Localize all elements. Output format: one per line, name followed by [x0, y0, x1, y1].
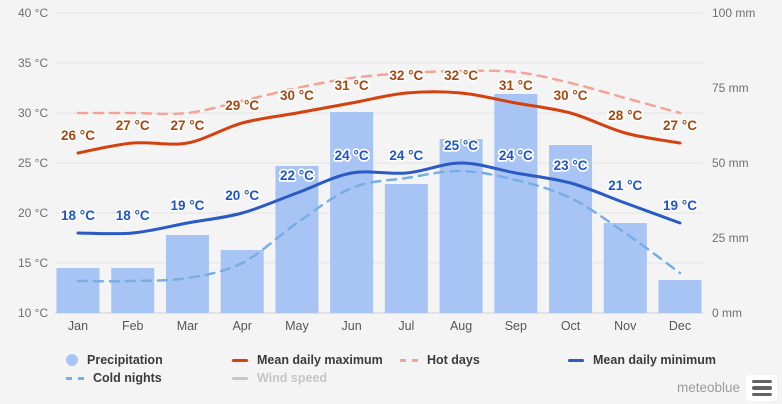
mean-daily-maximum-label: 28 °C: [608, 108, 642, 123]
precipitation-bar: [439, 139, 483, 313]
precipitation-bar: [494, 94, 538, 313]
mean-daily-minimum-line: [76, 161, 682, 236]
legend-item-cold-nights[interactable]: Cold nights: [66, 370, 162, 386]
max-line-swatch-icon: [232, 358, 248, 362]
legend-item-mean-daily-maximum[interactable]: Mean daily maximum: [232, 352, 383, 368]
mean-daily-minimum-label: 21 °C: [608, 178, 642, 193]
mean-daily-minimum-label: 24 °C: [335, 148, 369, 163]
precipitation-bar: [549, 145, 593, 313]
left-axis-tick: 15 °C: [18, 256, 48, 270]
month-label: Jun: [342, 319, 362, 333]
month-label: Feb: [122, 319, 144, 333]
precipitation-bar: [330, 112, 374, 313]
precipitation-bar: [658, 280, 702, 313]
month-label: Oct: [561, 319, 581, 333]
month-label: Jul: [398, 319, 414, 333]
hamburger-bar: [751, 386, 772, 390]
mean-daily-minimum-label: 25 °C: [444, 138, 478, 153]
wind-speed-swatch-icon: [232, 376, 248, 380]
mean-daily-maximum-label: 31 °C: [499, 78, 533, 93]
legend-item-hot-days[interactable]: Hot days: [400, 352, 480, 368]
precipitation-bar: [56, 268, 100, 313]
mean-daily-minimum-label: 24 °C: [499, 148, 533, 163]
legend-label: Hot days: [427, 353, 480, 367]
mean-daily-minimum-label: 18 °C: [116, 208, 150, 223]
mean-daily-minimum-label: 19 °C: [170, 198, 204, 213]
meteoblue-logo[interactable]: meteoblue: [676, 380, 740, 395]
right-axis-tick: 50 mm: [712, 156, 749, 170]
mean-daily-maximum-line: [76, 90, 682, 155]
legend-item-wind-speed[interactable]: Wind speed: [232, 370, 327, 386]
cold-nights-line: [76, 169, 682, 283]
right-axis-tick: 75 mm: [712, 81, 749, 95]
left-axis-tick: 25 °C: [18, 156, 48, 170]
min-line-swatch-icon: [568, 358, 584, 362]
legend-label: Mean daily minimum: [593, 353, 716, 367]
right-axis-tick: 100 mm: [712, 6, 755, 20]
chart-legend: Precipitation Mean daily maximum Hot day…: [0, 340, 782, 404]
mean-daily-maximum-label: 26 °C: [61, 128, 95, 143]
precipitation-bar: [165, 235, 209, 313]
mean-daily-maximum-label: 32 °C: [444, 68, 478, 83]
month-label: Mar: [177, 319, 199, 333]
mean-daily-maximum-label: 27 °C: [170, 118, 204, 133]
mean-daily-maximum-label: 27 °C: [663, 118, 697, 133]
mean-daily-minimum-label: 23 °C: [554, 158, 588, 173]
month-label: Sep: [505, 319, 527, 333]
month-label: May: [285, 319, 309, 333]
mean-daily-minimum-label: 24 °C: [389, 148, 423, 163]
mean-daily-minimum-label: 22 °C: [280, 168, 314, 183]
hamburger-bar: [751, 379, 772, 384]
mean-daily-minimum-label: 18 °C: [61, 208, 95, 223]
precipitation-swatch-icon: [66, 354, 78, 366]
month-label: Aug: [450, 319, 472, 333]
mean-daily-maximum-label: 31 °C: [335, 78, 369, 93]
legend-label: Precipitation: [87, 353, 163, 367]
cold-nights-swatch-icon: [66, 376, 84, 380]
left-axis-tick: 10 °C: [18, 306, 48, 320]
precipitation-bar: [220, 250, 264, 313]
climate-chart-svg: 40 °C 35 °C 30 °C 25 °C 20 °C 15 °C 10 °C 100 m…: [18, 6, 755, 333]
legend-label: Mean daily maximum: [257, 353, 383, 367]
precipitation-bar: [275, 166, 319, 313]
precipitation-bar: [111, 268, 155, 313]
right-axis-tick: 0 mm: [712, 306, 742, 320]
mean-daily-maximum-label: 27 °C: [116, 118, 150, 133]
legend-label: Cold nights: [93, 371, 162, 385]
hot-days-line: [76, 69, 682, 116]
climate-chart: 40 °C 35 °C 30 °C 25 °C 20 °C 15 °C 10 °C 100 m…: [18, 6, 755, 333]
mean-daily-maximum-label: 29 °C: [225, 98, 259, 113]
legend-item-precipitation[interactable]: Precipitation: [66, 352, 163, 368]
mean-daily-minimum-label: 19 °C: [663, 198, 697, 213]
left-axis-tick: 40 °C: [18, 6, 48, 20]
mean-daily-minimum-label: 20 °C: [225, 188, 259, 203]
hot-days-swatch-icon: [400, 358, 418, 362]
left-axis-tick: 20 °C: [18, 206, 48, 220]
month-label: Dec: [669, 319, 691, 333]
month-label: Nov: [614, 319, 637, 333]
month-label: Apr: [232, 319, 251, 333]
mean-daily-maximum-label: 30 °C: [554, 88, 588, 103]
legend-label: Wind speed: [257, 371, 328, 385]
legend-item-mean-daily-minimum[interactable]: Mean daily minimum: [568, 352, 716, 368]
hamburger-menu-icon[interactable]: [746, 375, 777, 401]
mean-daily-maximum-label: 30 °C: [280, 88, 314, 103]
left-axis-tick: 30 °C: [18, 106, 48, 120]
left-axis-tick: 35 °C: [18, 56, 48, 70]
right-axis-tick: 25 mm: [712, 231, 749, 245]
precipitation-bar: [384, 184, 428, 313]
precipitation-bar: [603, 223, 647, 313]
mean-daily-maximum-label: 32 °C: [389, 68, 423, 83]
month-label: Jan: [68, 319, 88, 333]
hamburger-bar: [751, 392, 772, 397]
